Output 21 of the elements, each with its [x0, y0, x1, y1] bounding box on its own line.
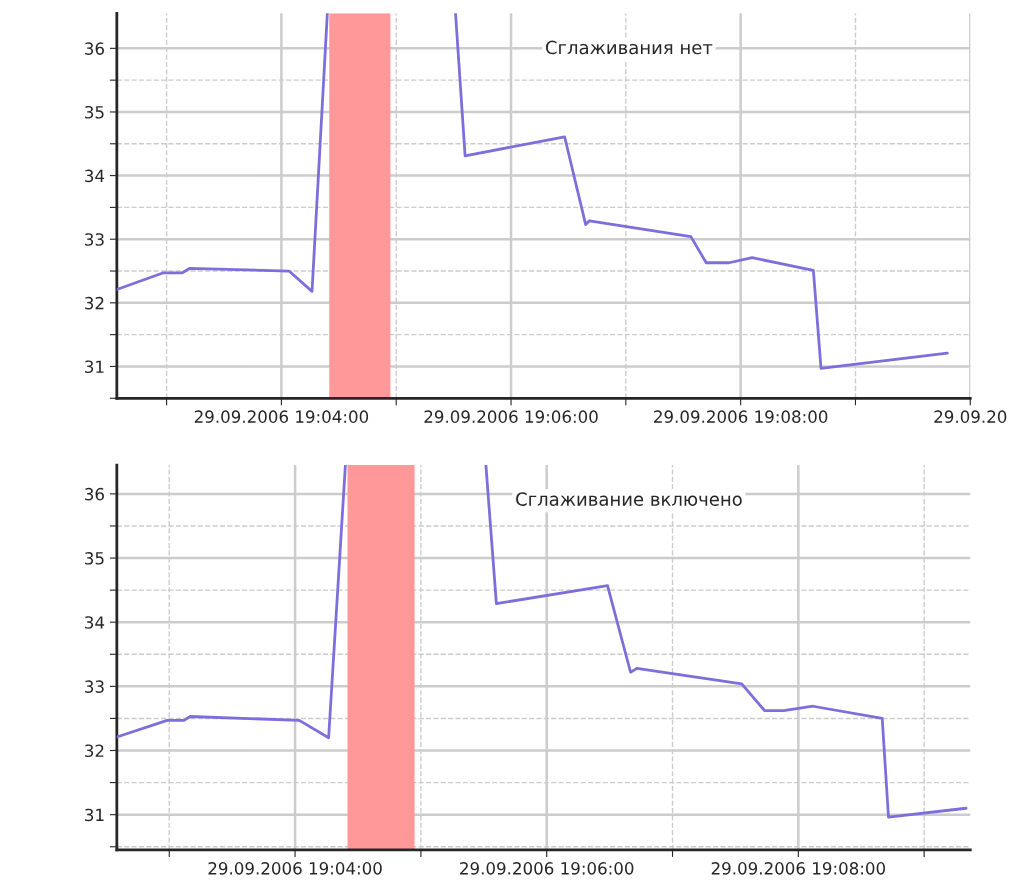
x-tick-label: 29.09.2006 19:08:00: [654, 410, 828, 423]
y-tick-label: 32: [85, 744, 104, 758]
y-tick-label: 35: [85, 105, 104, 119]
x-tick-label: 29.09.2006 19:08:00: [711, 862, 886, 875]
x-tick-label: 29.09.2006 19:06:00: [460, 862, 634, 875]
annotation: Сглаживания нет: [545, 40, 713, 55]
x-tick-label: 29.09.2006 19:04:00: [208, 862, 382, 875]
y-tick-label: 33: [85, 680, 104, 693]
y-tick-label: 34: [85, 616, 105, 629]
y-tick-label: 36: [85, 487, 104, 501]
x-tick-label: 29.09.20: [934, 410, 1007, 423]
y-tick-label: 33: [85, 233, 104, 246]
y-tick-label: 31: [85, 808, 104, 822]
y-tick-label: 31: [85, 360, 104, 374]
annotation: Сглаживание включено: [516, 492, 742, 506]
y-tick-label: 32: [85, 296, 104, 310]
y-tick-label: 35: [85, 552, 104, 565]
y-tick-label: 34: [85, 169, 105, 183]
y-tick-label: 36: [85, 42, 104, 55]
x-tick-label: 29.09.2006 19:06:00: [424, 410, 598, 423]
x-tick-label: 29.09.2006 19:04:00: [194, 410, 369, 423]
